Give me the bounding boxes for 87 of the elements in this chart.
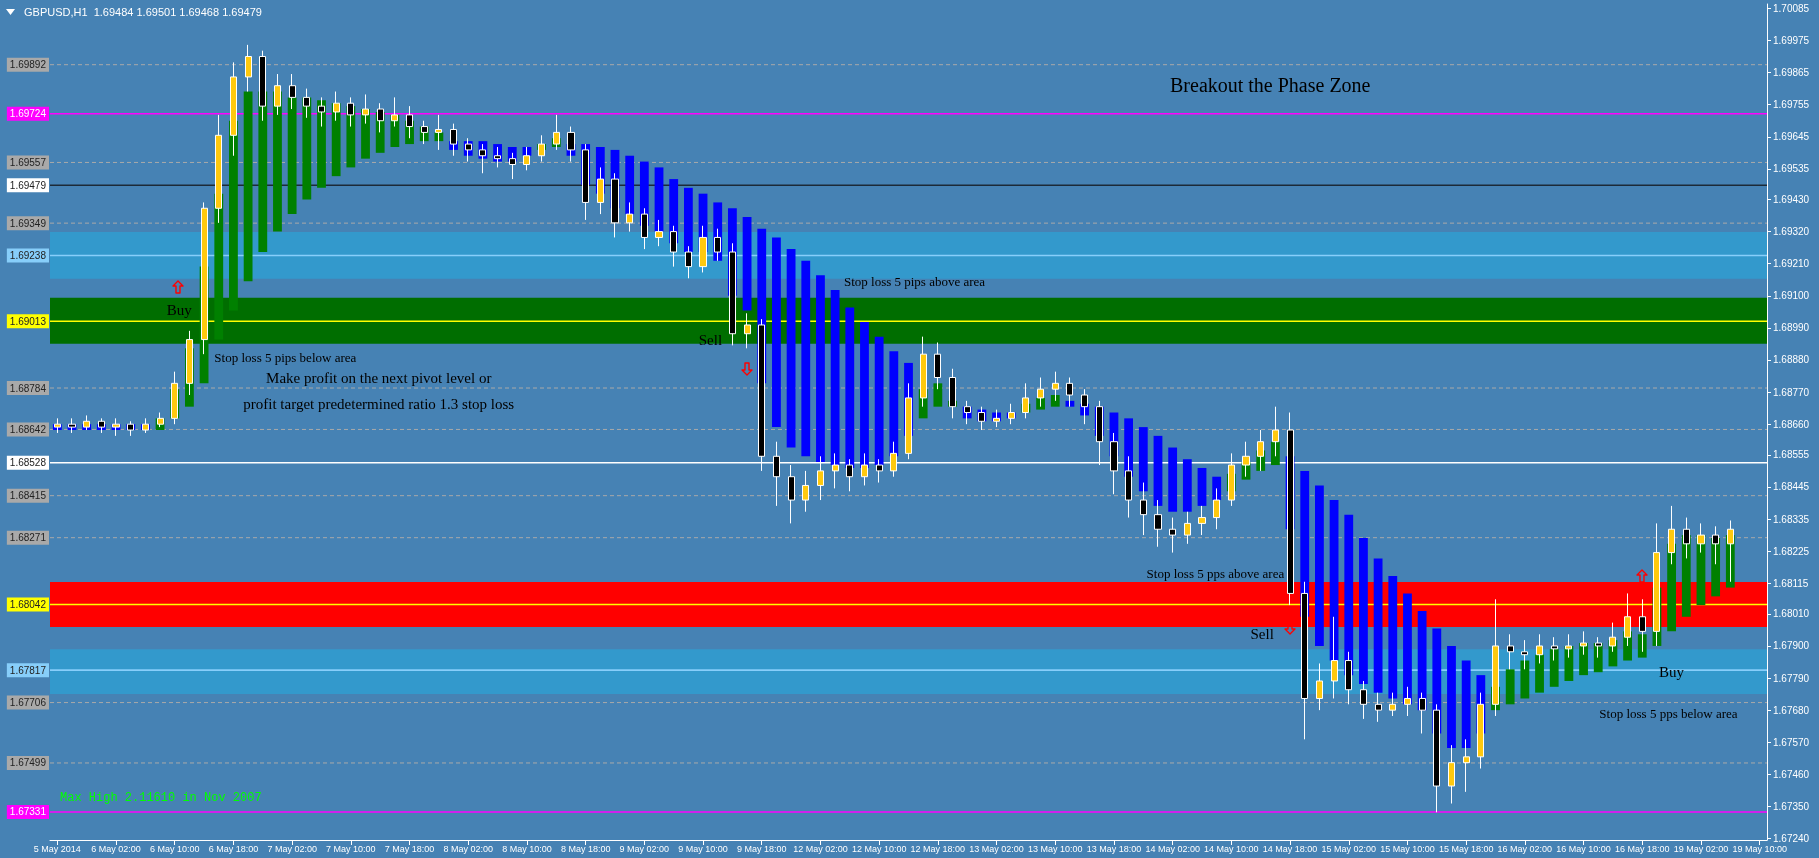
- ref-line-label: 1.69479: [9, 179, 47, 191]
- ref-line-label: 1.68784: [9, 382, 47, 394]
- ref-line-label: 1.69013: [9, 315, 47, 327]
- y-tick-label: 1.67350: [1773, 800, 1810, 812]
- ref-line-label: 1.69349: [9, 217, 47, 229]
- annotation: Stop loss 5 pips above area: [843, 273, 986, 289]
- ref-line-label: 1.69724: [9, 108, 47, 120]
- ref-line-label: 1.68271: [9, 532, 47, 544]
- x-tick-label: 16 May 02:00: [1497, 843, 1553, 854]
- ref-line-label: 1.67499: [9, 757, 47, 769]
- y-tick-label: 1.67790: [1773, 672, 1810, 684]
- y-tick-label: 1.67680: [1773, 704, 1810, 716]
- x-tick-label: 16 May 10:00: [1556, 843, 1611, 854]
- y-tick-label: 1.67460: [1773, 768, 1810, 780]
- ref-line-label: 1.67331: [9, 806, 47, 818]
- x-tick-label: 15 May 10:00: [1380, 843, 1435, 854]
- y-tick-label: 1.69100: [1773, 290, 1810, 302]
- annotation: Buy: [1659, 664, 1685, 681]
- y-tick-label: 1.69320: [1773, 226, 1810, 238]
- annotation: Stop loss 5 pps below area: [1599, 705, 1738, 721]
- annotation: Sell: [1250, 626, 1274, 643]
- x-tick-label: 12 May 18:00: [910, 843, 966, 854]
- x-tick-label: 7 May 02:00: [267, 843, 317, 854]
- ref-line-label: 1.69238: [9, 250, 47, 262]
- y-tick-label: 1.68660: [1773, 418, 1810, 430]
- x-tick-label: 9 May 18:00: [736, 843, 787, 854]
- ref-line-label: 1.68528: [9, 457, 47, 469]
- ref-line-label: 1.67706: [9, 697, 47, 709]
- x-tick-label: 8 May 10:00: [502, 843, 552, 854]
- annotation: Stop loss 5 pips below area: [214, 349, 357, 365]
- ref-line-label: 1.68415: [9, 490, 47, 502]
- x-tick-label: 19 May 10:00: [1732, 843, 1787, 854]
- y-tick-label: 1.69865: [1773, 67, 1810, 79]
- y-tick-label: 1.69210: [1773, 258, 1810, 270]
- x-tick-label: 5 May 2014: [33, 843, 81, 854]
- y-tick-label: 1.69645: [1773, 131, 1810, 143]
- y-tick-label: 1.68880: [1773, 354, 1810, 366]
- x-tick-label: 14 May 02:00: [1145, 843, 1200, 854]
- y-tick-label: 1.68770: [1773, 386, 1810, 398]
- y-tick-label: 1.69430: [1773, 194, 1810, 205]
- x-tick-label: 19 May 02:00: [1673, 843, 1729, 854]
- x-tick-label: 6 May 10:00: [149, 843, 200, 854]
- y-tick-label: 1.68225: [1773, 545, 1810, 557]
- ref-line-label: 1.69557: [9, 156, 47, 168]
- annotation: profit target predetermined ratio 1.3 stop loss: [243, 395, 515, 412]
- x-tick-label: 13 May 02:00: [969, 843, 1024, 854]
- y-tick-label: 1.68445: [1773, 481, 1810, 493]
- x-tick-label: 12 May 02:00: [793, 843, 848, 854]
- annotation: GBPUSD,H1 1.69484 1.69501 1.69468 1.69479: [24, 6, 262, 18]
- x-tick-label: 8 May 02:00: [443, 843, 494, 854]
- x-tick-label: 14 May 10:00: [1204, 843, 1259, 854]
- annotation: Stop loss 5 pps above area: [1146, 565, 1285, 581]
- y-tick-label: 1.67900: [1773, 640, 1810, 652]
- ref-line-label: 1.69892: [9, 59, 47, 71]
- x-tick-label: 9 May 10:00: [678, 843, 728, 854]
- x-tick-label: 13 May 10:00: [1027, 843, 1083, 854]
- ref-line-label: 1.68642: [9, 423, 47, 435]
- annotation: Sell: [698, 331, 723, 348]
- x-tick-label: 6 May 02:00: [91, 843, 141, 854]
- x-tick-label: 7 May 10:00: [326, 843, 376, 854]
- ref-line-label: 1.67817: [9, 664, 47, 676]
- x-tick-label: 6 May 18:00: [208, 843, 259, 854]
- y-tick-label: 1.67240: [1773, 833, 1810, 845]
- y-tick-label: 1.68990: [1773, 322, 1810, 334]
- x-tick-label: 7 May 18:00: [384, 843, 435, 854]
- y-tick-label: 1.69975: [1773, 34, 1810, 46]
- annotation: Buy: [166, 302, 193, 319]
- x-tick-label: 16 May 18:00: [1614, 843, 1670, 854]
- x-tick-label: 9 May 02:00: [619, 843, 670, 854]
- x-tick-label: 8 May 18:00: [560, 843, 611, 854]
- x-tick-label: 13 May 18:00: [1086, 843, 1142, 854]
- y-tick-label: 1.68010: [1773, 608, 1810, 620]
- x-tick-label: 15 May 02:00: [1321, 843, 1377, 854]
- x-tick-label: 14 May 18:00: [1262, 843, 1318, 854]
- annotation: Max High 2.11610 in Nov 2007: [60, 791, 262, 805]
- y-tick-label: 1.69535: [1773, 163, 1810, 175]
- text: Breakout the Phase Zone: [1170, 74, 1371, 96]
- x-tick-label: 12 May 10:00: [851, 843, 907, 854]
- y-tick-label: 1.68335: [1773, 513, 1810, 525]
- y-tick-label: 1.68555: [1773, 449, 1810, 461]
- y-tick-label: 1.69755: [1773, 99, 1810, 111]
- annotation: Make profit on the next pivot level or: [266, 369, 492, 386]
- y-tick-label: 1.67570: [1773, 736, 1810, 748]
- ref-line-label: 1.68042: [9, 599, 47, 611]
- y-tick-label: 1.70085: [1773, 2, 1810, 14]
- y-tick-label: 1.68115: [1773, 577, 1809, 589]
- x-tick-label: 15 May 18:00: [1438, 843, 1494, 854]
